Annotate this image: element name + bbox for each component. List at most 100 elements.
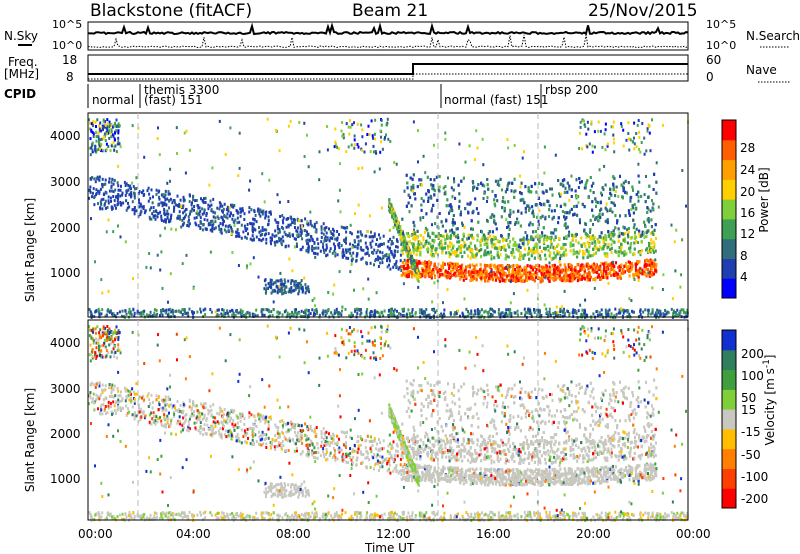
power-cell — [109, 149, 112, 153]
power-cell — [601, 145, 604, 149]
power-cell — [356, 122, 359, 126]
power-cell — [414, 312, 417, 316]
power-cell — [322, 232, 325, 236]
power-cell — [328, 227, 330, 231]
power-cell — [211, 229, 214, 233]
power-cell — [640, 141, 643, 144]
power-cell — [308, 290, 310, 294]
power-cell — [626, 310, 629, 314]
power-cell — [418, 308, 421, 312]
power-cell — [203, 208, 206, 212]
power-cell — [210, 203, 213, 207]
power-cell — [545, 307, 548, 311]
power-cell — [520, 312, 523, 316]
power-cell — [317, 242, 320, 246]
power-cell — [203, 211, 206, 215]
power-cell — [280, 237, 283, 241]
power-cell — [179, 198, 182, 202]
power-cell — [172, 313, 175, 317]
power-cell — [262, 209, 265, 213]
power-cell — [564, 311, 566, 315]
power-cell — [627, 121, 630, 125]
power-cell — [274, 243, 277, 247]
power-cell — [231, 308, 233, 312]
power-cell — [606, 313, 609, 317]
power-cell — [328, 239, 331, 243]
power-cell — [290, 281, 292, 285]
power-cell — [110, 199, 112, 203]
power-cell — [285, 225, 288, 229]
power-cell — [400, 269, 403, 272]
power-cell — [658, 309, 661, 313]
power-cell — [212, 215, 215, 219]
power-cell — [114, 188, 117, 192]
power-cell — [311, 238, 314, 242]
power-cell — [484, 309, 487, 313]
power-cell — [466, 310, 469, 313]
power-cell — [524, 311, 527, 314]
power-cell — [349, 247, 352, 251]
power-cell — [336, 253, 339, 257]
power-cell — [183, 309, 186, 313]
power-cell — [370, 245, 373, 249]
power-cell — [117, 184, 120, 188]
power-cell — [233, 220, 236, 224]
power-cell — [682, 308, 685, 312]
power-cell — [349, 125, 352, 129]
power-cell — [282, 239, 285, 243]
power-cell — [99, 206, 102, 210]
power-cell — [89, 121, 91, 125]
power-cell — [265, 241, 268, 245]
power-cell — [267, 219, 270, 223]
power-cell — [477, 311, 480, 315]
power-cell — [323, 237, 326, 241]
power-cell — [293, 218, 295, 221]
power-cell — [269, 282, 271, 286]
power-cell — [230, 212, 232, 216]
power-cell — [294, 287, 297, 291]
power-cell — [148, 215, 151, 219]
power-cell — [295, 242, 298, 246]
power-cell — [293, 308, 296, 312]
power-cell — [620, 124, 623, 128]
power-cell — [163, 207, 166, 211]
power-cell — [98, 140, 101, 144]
power-cell — [656, 308, 659, 312]
power-cell — [182, 204, 185, 208]
power-cell — [94, 310, 97, 314]
power-cell — [399, 312, 402, 316]
power-cell — [264, 216, 267, 220]
power-cell — [611, 125, 614, 129]
power-cell — [244, 312, 247, 316]
freq-tick-8: 8 — [66, 70, 74, 84]
power-cell — [108, 120, 111, 124]
power-cell — [276, 290, 279, 294]
power-cell — [214, 211, 217, 215]
power-cell — [93, 314, 96, 318]
power-cell — [204, 227, 207, 231]
power-cell — [132, 185, 135, 189]
power-cell — [353, 134, 356, 138]
power-cell — [243, 212, 246, 216]
power-cell — [146, 189, 149, 193]
power-cell — [657, 311, 660, 315]
power-cell — [113, 203, 116, 207]
power-cell — [151, 314, 154, 318]
power-cell — [307, 242, 309, 246]
power-cell — [183, 215, 186, 219]
power-cell — [375, 242, 378, 246]
power-cell — [195, 199, 198, 202]
power-cell — [171, 308, 174, 312]
power-cell — [113, 199, 116, 203]
power-cell — [293, 283, 296, 287]
power-cell — [639, 308, 642, 312]
power-cell — [228, 224, 231, 228]
power-cell — [209, 222, 212, 226]
power-cell — [166, 209, 169, 213]
power-cell — [187, 220, 190, 224]
power-cell — [333, 249, 336, 253]
power-cell — [196, 203, 199, 207]
power-cell — [389, 307, 392, 311]
power-cell — [101, 177, 104, 181]
power-cell — [281, 235, 284, 239]
